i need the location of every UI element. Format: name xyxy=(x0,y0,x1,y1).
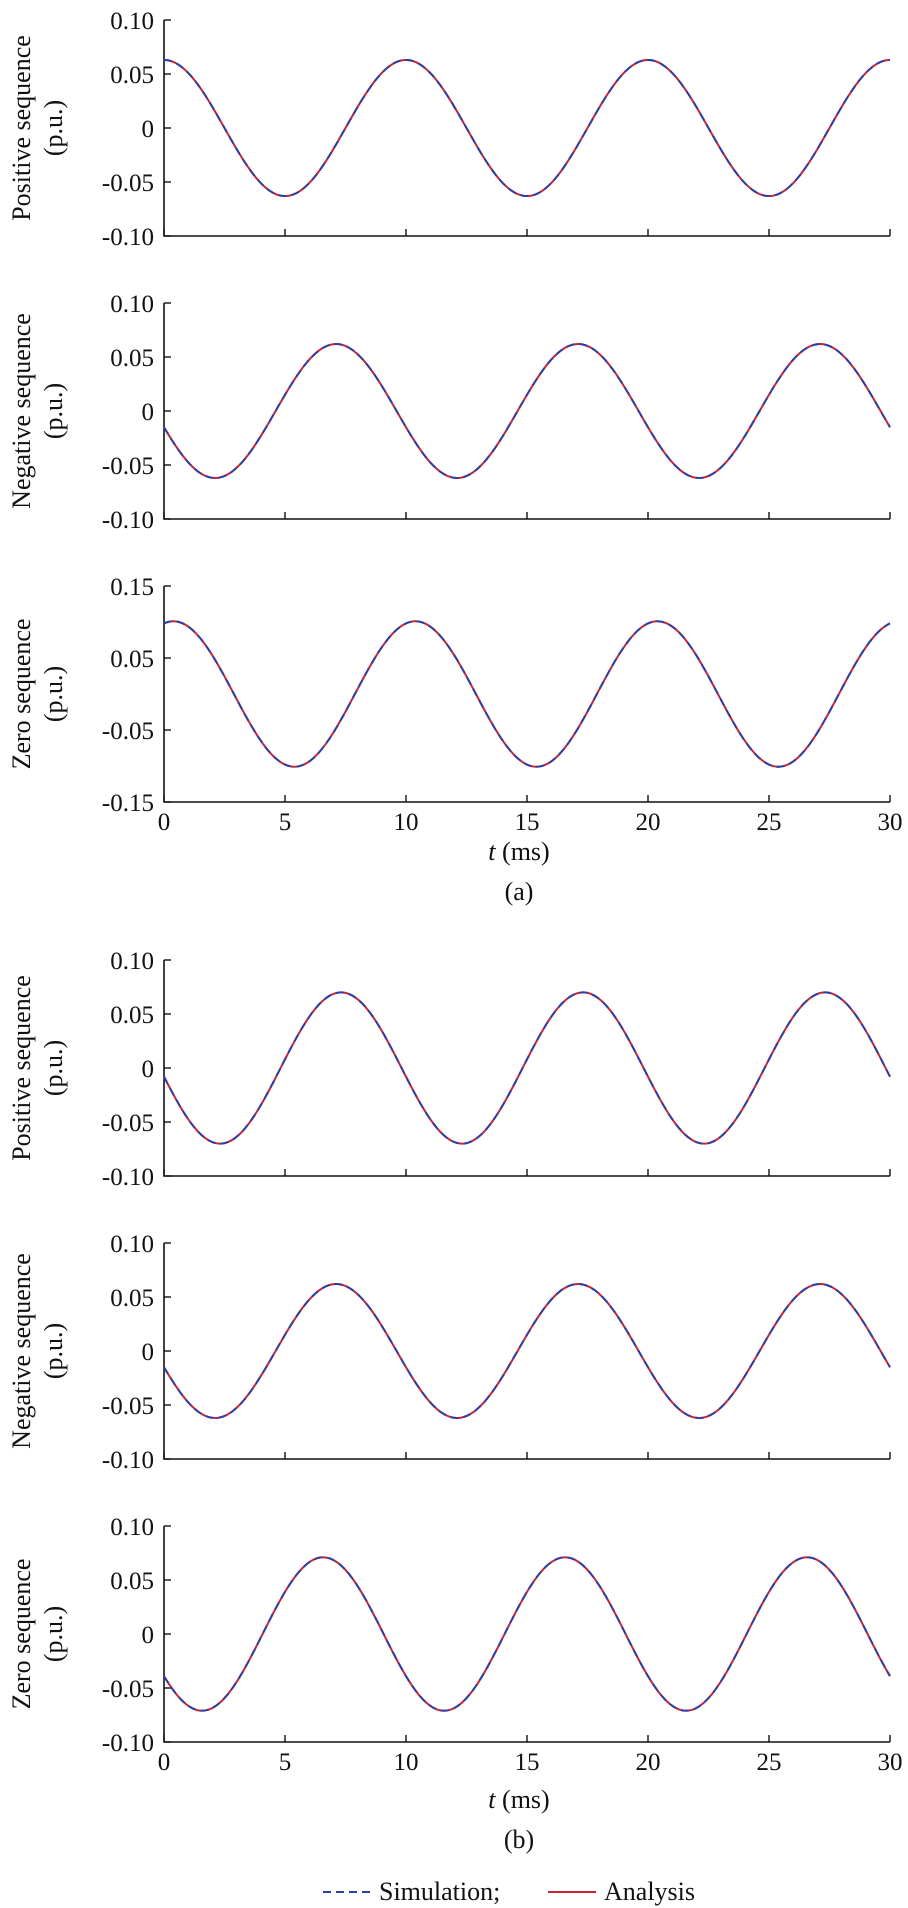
series-analysis-line xyxy=(163,620,891,768)
y-tick-label: 0.10 xyxy=(110,948,154,975)
y-tick-label: 0 xyxy=(142,1339,155,1366)
series-analysis-line xyxy=(163,58,891,198)
axis-frame xyxy=(163,20,890,237)
series-simulation-line xyxy=(163,1556,891,1712)
y-tick-label: -0.10 xyxy=(102,1730,154,1757)
caption-b: (b) xyxy=(504,1825,534,1854)
y-axis-label-line2: (p.u.) xyxy=(39,100,68,156)
y-tick-label: 0 xyxy=(142,116,155,143)
chart-panel-4: -0.10 -0.05 0 0.05 0.10 Positive sequence (p.u… xyxy=(7,948,891,1191)
y-tick-label: 0.10 xyxy=(110,291,154,318)
y-axis-label-line1: Zero sequence xyxy=(7,619,36,770)
y-tick-label: -0.05 xyxy=(102,453,154,480)
y-tick-label: -0.05 xyxy=(102,170,154,197)
y-axis-label-line1: Positive sequence xyxy=(7,35,36,221)
y-tick-label: -0.05 xyxy=(102,718,154,745)
legend: Simulation; Analysis xyxy=(323,1877,695,1906)
x-tick-label: 30 xyxy=(878,809,903,836)
x-tick-label: 25 xyxy=(757,809,782,836)
y-tick-label: 0 xyxy=(142,399,155,426)
y-tick-label: -0.10 xyxy=(102,1447,154,1474)
axis-frame xyxy=(163,1526,890,1743)
chart-panel-3: -0.15 -0.05 0.05 0.15 0 5 10 15 20 25 30 Zero seque… xyxy=(7,574,903,836)
y-axis-label-line2: (p.u.) xyxy=(39,1606,68,1662)
y-tick-label: 0.15 xyxy=(110,574,154,601)
series-analysis-line xyxy=(163,343,891,479)
axis-frame xyxy=(163,586,890,803)
x-tick-label: 5 xyxy=(279,1749,292,1776)
x-axis-label-b: t (ms) xyxy=(488,1785,549,1814)
y-axis-label-line2: (p.u.) xyxy=(39,1040,68,1096)
y-tick-label: 0.05 xyxy=(110,62,154,89)
chart-panel-1: -0.10 -0.05 0 0.05 0.10 Positive sequence (p.u… xyxy=(7,8,891,251)
series-simulation-line xyxy=(163,343,891,479)
x-tick-label: 10 xyxy=(394,809,419,836)
legend-simulation-label: Simulation; xyxy=(379,1877,500,1906)
y-tick-label: 0.10 xyxy=(110,8,154,35)
chart-panel-5: -0.10 -0.05 0 0.05 0.10 Negative sequence (p.u… xyxy=(7,1231,891,1474)
x-tick-label: 10 xyxy=(394,1749,419,1776)
axis-frame xyxy=(163,960,890,1177)
y-axis-label-line1: Negative sequence xyxy=(7,313,36,509)
axis-frame xyxy=(163,303,890,520)
series-simulation-line xyxy=(163,620,891,768)
series-simulation-line xyxy=(163,58,891,198)
y-tick-label: -0.10 xyxy=(102,507,154,534)
y-tick-label: 0.10 xyxy=(110,1514,154,1541)
y-tick-label: 0.05 xyxy=(110,1285,154,1312)
y-axis-label-line2: (p.u.) xyxy=(39,1323,68,1379)
axis-frame xyxy=(163,1243,890,1460)
y-axis-label-line1: Positive sequence xyxy=(7,975,36,1161)
y-tick-label: -0.10 xyxy=(102,1164,154,1191)
x-tick-label: 25 xyxy=(757,1749,782,1776)
x-tick-label: 0 xyxy=(158,1749,171,1776)
y-tick-label: -0.05 xyxy=(102,1393,154,1420)
legend-analysis-label: Analysis xyxy=(604,1877,695,1906)
caption-a: (a) xyxy=(505,877,534,906)
x-tick-label: 15 xyxy=(515,809,540,836)
chart-panel-2: -0.10 -0.05 0 0.05 0.10 Negative sequence (p.u… xyxy=(7,291,891,534)
y-tick-label: 0 xyxy=(142,1056,155,1083)
y-tick-label: 0.10 xyxy=(110,1231,154,1258)
y-axis-label-line2: (p.u.) xyxy=(39,383,68,439)
series-analysis-line xyxy=(163,1283,891,1419)
x-axis-label-a: t (ms) xyxy=(488,837,549,866)
y-axis-label-line1: Negative sequence xyxy=(7,1253,36,1449)
y-axis-label-line1: Zero sequence xyxy=(7,1559,36,1710)
series-analysis-line xyxy=(163,1556,891,1712)
series-analysis-line xyxy=(163,991,891,1145)
y-tick-label: 0.05 xyxy=(110,1002,154,1029)
y-tick-label: 0.05 xyxy=(110,646,154,673)
y-tick-label: -0.10 xyxy=(102,224,154,251)
series-simulation-line xyxy=(163,1283,891,1419)
x-tick-label: 20 xyxy=(636,809,661,836)
y-tick-label: -0.05 xyxy=(102,1676,154,1703)
y-tick-label: -0.15 xyxy=(102,790,154,817)
x-tick-label: 0 xyxy=(158,809,171,836)
chart-panel-6: -0.10 -0.05 0 0.05 0.10 0 5 10 15 20 25 30 Zero sequ… xyxy=(7,1514,903,1776)
x-tick-label: 30 xyxy=(878,1749,903,1776)
y-tick-label: 0 xyxy=(142,1622,155,1649)
x-tick-label: 20 xyxy=(636,1749,661,1776)
y-tick-label: 0.05 xyxy=(110,345,154,372)
y-tick-label: 0.05 xyxy=(110,1568,154,1595)
x-tick-label: 15 xyxy=(515,1749,540,1776)
x-tick-label: 5 xyxy=(279,809,292,836)
series-simulation-line xyxy=(163,991,891,1145)
y-axis-label-line2: (p.u.) xyxy=(39,666,68,722)
y-tick-label: -0.05 xyxy=(102,1110,154,1137)
